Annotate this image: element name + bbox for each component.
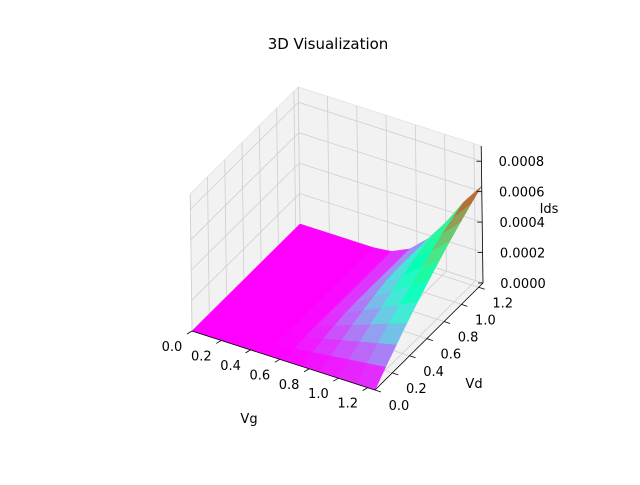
y-tick <box>461 304 468 307</box>
y-tick-label: 0.2 <box>406 382 427 397</box>
z-tick-label: 0.0000 <box>500 277 546 292</box>
grid-line <box>385 115 389 253</box>
grid-line <box>189 193 193 332</box>
grid-line <box>190 162 300 271</box>
x-tick <box>333 377 339 382</box>
grid-line <box>473 143 477 281</box>
grid-line <box>293 91 297 229</box>
grid-line <box>298 132 482 193</box>
y-axis-label: Vd <box>465 377 482 392</box>
grid-line <box>258 125 262 263</box>
grid-line <box>299 162 483 223</box>
grid-line <box>327 96 330 234</box>
x-tick <box>216 340 222 344</box>
x-tick-label: 0.4 <box>220 359 241 374</box>
x-tick <box>362 387 368 391</box>
x-tick-label: 0.0 <box>162 340 183 355</box>
y-tick-label: 0.8 <box>458 331 479 346</box>
x-tick-label: 1.0 <box>308 387 329 402</box>
z-tick-label: 0.0006 <box>499 186 545 201</box>
y-tick <box>409 355 416 359</box>
x-tick <box>303 368 310 373</box>
x-tick-label: 0.8 <box>279 378 300 393</box>
y-tick <box>374 389 382 393</box>
x-tick-label: 0.6 <box>249 368 270 383</box>
grid-line <box>276 108 279 246</box>
y-tick <box>392 372 399 376</box>
y-tick-label: 1.0 <box>475 313 496 328</box>
x-axis-line <box>191 330 376 391</box>
grid-line <box>190 101 299 210</box>
x-tick <box>274 358 281 363</box>
y-tick <box>426 338 433 342</box>
grid-line <box>190 132 300 240</box>
grid-line <box>241 142 245 280</box>
y-axis-line <box>374 282 484 391</box>
tick-labels: 0.0 0.2 0.4 0.6 0.8 1.0 1.2 0.0 0.2 0.4 0.6 0.8 1.0 1… <box>162 155 546 414</box>
grid-line <box>367 280 476 388</box>
y-tick <box>443 321 451 324</box>
x-axis-label: Vg <box>240 412 257 427</box>
z-axis-label: Ids <box>540 202 559 217</box>
grid-line <box>414 124 418 262</box>
axis-lines <box>186 145 485 393</box>
grid-line <box>224 159 227 297</box>
y-tick-label: 0.0 <box>389 399 410 414</box>
y-tick-label: 0.4 <box>423 365 444 380</box>
y-tick <box>478 286 485 290</box>
z-axis-line <box>480 145 484 284</box>
grid-line <box>207 176 210 314</box>
grid-line <box>299 193 483 253</box>
grid-line <box>356 105 359 243</box>
surface-mesh <box>191 185 482 391</box>
grid-line <box>191 193 300 301</box>
y-tick-label: 1.2 <box>492 296 513 311</box>
z-tick-label: 0.0004 <box>499 216 545 231</box>
x-tick-label: 1.2 <box>337 397 358 412</box>
chart-title: 3D Visualization <box>268 35 389 53</box>
grid-line <box>298 101 482 162</box>
grid-line <box>297 86 301 225</box>
x-tick-label: 0.2 <box>191 349 212 364</box>
x-tick <box>245 349 251 354</box>
z-tick-label: 0.0008 <box>499 155 545 170</box>
y-tick-label: 0.6 <box>440 348 461 363</box>
z-tick-label: 0.0002 <box>500 247 546 262</box>
x-tick <box>186 330 193 335</box>
